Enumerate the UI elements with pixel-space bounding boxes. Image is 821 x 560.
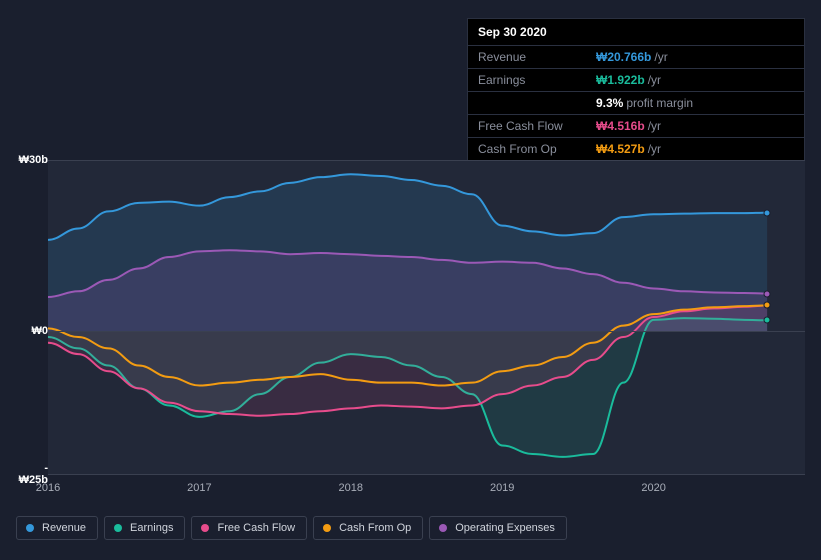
- legend-label: Cash From Op: [339, 522, 411, 534]
- legend-dot-icon: [323, 524, 331, 532]
- tooltip-value: ₩4.516b/yr: [596, 119, 661, 133]
- x-tick-label: 2020: [641, 482, 665, 494]
- tooltip-label: Revenue: [478, 50, 596, 64]
- marker-revenue: [764, 209, 771, 216]
- legend-item-free-cash-flow[interactable]: Free Cash Flow: [191, 516, 307, 540]
- tooltip-row: Free Cash Flow₩4.516b/yr: [468, 115, 804, 138]
- tooltip-row: Cash From Op₩4.527b/yr: [468, 138, 804, 161]
- x-tick-label: 2017: [187, 482, 211, 494]
- tooltip-date: Sep 30 2020: [468, 19, 804, 46]
- plot-surface: [48, 160, 805, 474]
- tooltip-row: Revenue₩20.766b/yr: [468, 46, 804, 69]
- gridline: [48, 331, 805, 332]
- gridline: [48, 474, 805, 475]
- y-tick-label: ₩0: [32, 325, 49, 337]
- legend-dot-icon: [114, 524, 122, 532]
- tooltip-value: 9.3%profit margin: [596, 96, 693, 110]
- tooltip-value: ₩4.527b/yr: [596, 142, 661, 156]
- marker-earnings: [764, 317, 771, 324]
- legend-item-revenue[interactable]: Revenue: [16, 516, 98, 540]
- legend-item-operating-expenses[interactable]: Operating Expenses: [429, 516, 567, 540]
- legend-label: Earnings: [130, 522, 173, 534]
- tooltip-row: Earnings₩1.922b/yr: [468, 69, 804, 92]
- legend-label: Revenue: [42, 522, 86, 534]
- y-tick-label: ₩30b: [19, 154, 48, 166]
- marker-operating-expenses: [764, 290, 771, 297]
- marker-cash-from-op: [764, 302, 771, 309]
- legend-item-earnings[interactable]: Earnings: [104, 516, 185, 540]
- x-axis-labels: 20162017201820192020: [48, 482, 805, 502]
- tooltip-label: Earnings: [478, 73, 596, 87]
- chart-area: ₩30b₩0-₩25b: [16, 160, 805, 500]
- series-svg: [48, 160, 805, 474]
- legend-label: Free Cash Flow: [217, 522, 295, 534]
- tooltip-row: 9.3%profit margin: [468, 92, 804, 115]
- legend-dot-icon: [26, 524, 34, 532]
- tooltip-value: ₩20.766b/yr: [596, 50, 668, 64]
- legend-dot-icon: [201, 524, 209, 532]
- x-tick-label: 2019: [490, 482, 514, 494]
- legend: Revenue Earnings Free Cash Flow Cash From O…: [16, 516, 567, 540]
- tooltip-label: Free Cash Flow: [478, 119, 596, 133]
- tooltip-value: ₩1.922b/yr: [596, 73, 661, 87]
- legend-item-cash-from-op[interactable]: Cash From Op: [313, 516, 423, 540]
- tooltip-label: [478, 96, 596, 110]
- tooltip-label: Cash From Op: [478, 142, 596, 156]
- x-tick-label: 2016: [36, 482, 60, 494]
- gridline: [48, 160, 805, 161]
- legend-label: Operating Expenses: [455, 522, 555, 534]
- legend-dot-icon: [439, 524, 447, 532]
- x-tick-label: 2018: [339, 482, 363, 494]
